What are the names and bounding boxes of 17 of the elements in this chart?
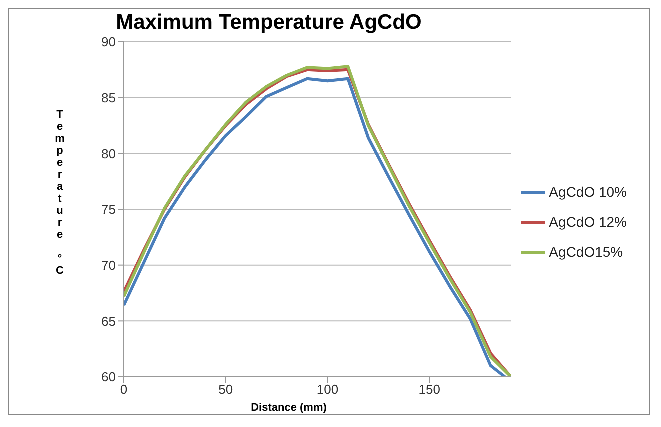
x-tick-label: 150: [418, 382, 441, 398]
x-tick-label: 0: [120, 382, 128, 398]
y-tick-label: 75: [102, 202, 116, 218]
chart-title: Maximum Temperature AgCdO: [115, 11, 423, 35]
x-tick-label: 50: [218, 382, 234, 398]
x-tick-label: 100: [316, 382, 339, 398]
y-axis-title: Temperature °C: [53, 109, 67, 279]
legend-label: AgCdO 12%: [549, 214, 627, 230]
y-tick-label: 60: [102, 370, 116, 385]
legend-label: AgCdO15%: [549, 244, 624, 260]
y-tick-label: 65: [102, 314, 116, 329]
y-tick-label: 70: [102, 258, 116, 273]
y-tick-label: 80: [102, 146, 116, 162]
y-tick-label: 85: [102, 90, 116, 106]
legend-label: AgCdO 10%: [549, 184, 627, 200]
x-axis-title: Distance (mm): [250, 402, 328, 414]
y-tick-label: 90: [102, 34, 116, 50]
